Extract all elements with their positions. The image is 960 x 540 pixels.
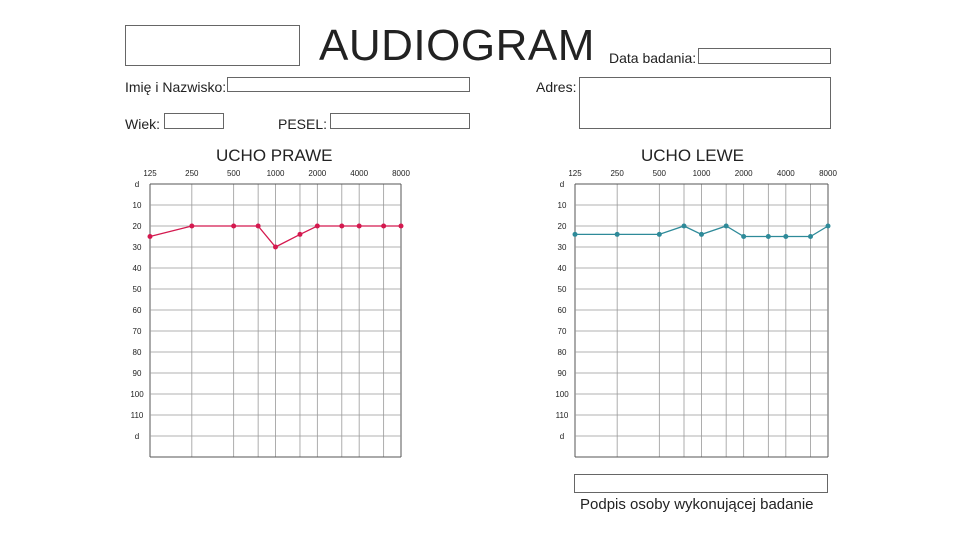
left-data-point — [656, 231, 662, 237]
top-left-field[interactable] — [125, 25, 300, 66]
right-y-tick-label: 70 — [133, 327, 142, 336]
right-data-point — [189, 223, 195, 229]
right-data-point — [339, 223, 345, 229]
left-x-tick-label: 2000 — [735, 169, 753, 178]
left-x-tick-label: 8000 — [819, 169, 837, 178]
age-label: Wiek: — [125, 116, 160, 132]
left-y-tick-label: 90 — [558, 369, 567, 378]
left-y-tick-label: 110 — [556, 411, 569, 420]
right-data-point — [231, 223, 237, 229]
right-x-tick-label: 8000 — [392, 169, 410, 178]
left-data-point — [681, 223, 687, 229]
right-x-tick-label: 1000 — [267, 169, 285, 178]
left-y-tick-label: 30 — [558, 243, 567, 252]
right-y-tick-label: 10 — [133, 201, 142, 210]
right-y-tick-label: d — [135, 180, 139, 189]
left-x-tick-label: 4000 — [777, 169, 795, 178]
right-y-tick-label: 60 — [133, 306, 142, 315]
right-data-point — [398, 223, 404, 229]
left-data-point — [723, 223, 729, 229]
left-data-point — [765, 234, 771, 239]
right-y-tick-label: 30 — [133, 243, 142, 252]
right-data-point — [273, 244, 278, 250]
left-data-point — [614, 231, 620, 237]
right-data-point — [356, 223, 362, 229]
right-y-tick-label: 100 — [130, 390, 144, 399]
left-data-point — [741, 234, 747, 239]
page-title: AUDIOGRAM — [319, 21, 595, 70]
date-field[interactable] — [698, 48, 831, 64]
left-y-tick-label: d — [560, 432, 564, 441]
left-x-tick-label: 125 — [568, 169, 582, 178]
left-data-point — [825, 223, 831, 229]
right-data-point — [297, 231, 303, 237]
right-x-tick-label: 500 — [227, 169, 241, 178]
left-y-tick-label: 80 — [558, 348, 567, 357]
left-data-point — [807, 234, 813, 239]
right-data-point — [255, 223, 261, 229]
left-y-tick-label: 70 — [558, 327, 567, 336]
left-y-tick-label: 100 — [555, 390, 569, 399]
right-y-tick-label: d — [135, 432, 139, 441]
left-y-tick-label: 40 — [558, 264, 567, 273]
pesel-field[interactable] — [330, 113, 470, 129]
left-y-tick-label: 60 — [558, 306, 567, 315]
right-y-tick-label: 90 — [133, 369, 142, 378]
left-y-tick-label: 20 — [558, 222, 567, 231]
name-field[interactable] — [227, 77, 470, 92]
left-data-point — [572, 231, 578, 237]
right-y-tick-label: 40 — [133, 264, 142, 273]
left-y-tick-label: d — [560, 180, 564, 189]
left-x-tick-label: 500 — [653, 169, 667, 178]
right-x-tick-label: 2000 — [308, 169, 326, 178]
name-label: Imię i Nazwisko: — [125, 79, 227, 95]
left-data-point — [783, 234, 789, 239]
age-field[interactable] — [164, 113, 224, 129]
left-y-tick-label: 50 — [558, 285, 567, 294]
right-x-tick-label: 125 — [143, 169, 157, 178]
left-x-tick-label: 250 — [610, 169, 624, 178]
date-label: Data badania: — [609, 50, 697, 66]
right-x-tick-label: 4000 — [350, 169, 368, 178]
pesel-label: PESEL: — [278, 116, 328, 132]
signature-field[interactable] — [574, 474, 828, 493]
right-y-tick-label: 110 — [131, 411, 144, 420]
right-x-tick-label: 250 — [185, 169, 199, 178]
left-x-tick-label: 1000 — [693, 169, 711, 178]
left-ear-title: UCHO LEWE — [641, 146, 744, 165]
right-data-point — [381, 223, 387, 229]
right-y-tick-label: 20 — [133, 222, 142, 231]
signature-label: Podpis osoby wykonującej badanie — [580, 496, 814, 513]
left-y-tick-label: 10 — [558, 201, 567, 210]
right-data-point — [314, 223, 320, 229]
right-y-tick-label: 80 — [133, 348, 142, 357]
address-field[interactable] — [579, 77, 831, 129]
left-data-point — [699, 231, 704, 237]
right-ear-title: UCHO PRAWE — [216, 146, 333, 165]
address-label: Adres: — [536, 79, 577, 95]
right-y-tick-label: 50 — [133, 285, 142, 294]
right-data-point — [147, 234, 153, 239]
